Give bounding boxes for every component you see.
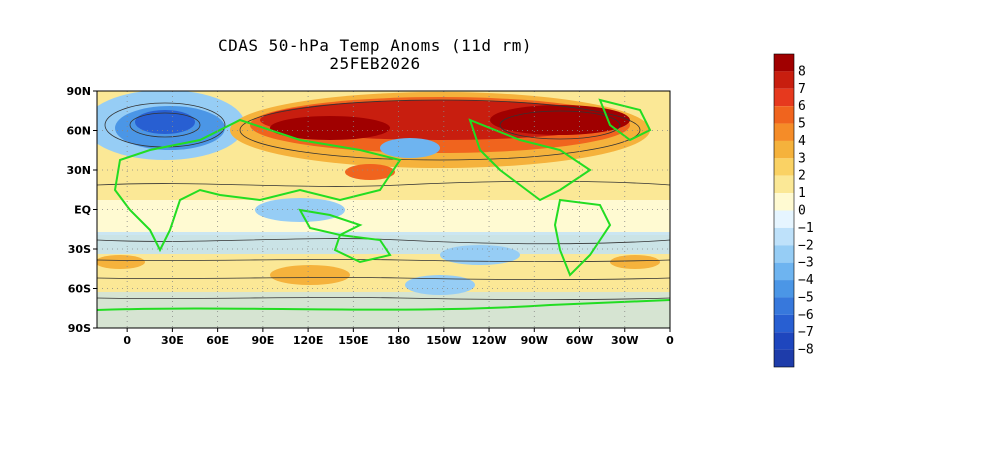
lon-label: 180 — [387, 334, 410, 347]
field-south-cool-2 — [405, 275, 475, 295]
colorbar-label: −8 — [798, 343, 814, 358]
contour-line — [129, 112, 201, 138]
colorbar-swatch — [774, 123, 794, 141]
colorbar-swatch — [774, 349, 794, 367]
lon-label: 60E — [206, 334, 229, 347]
field-warm-max-west — [270, 116, 390, 140]
lat-label: 30S — [68, 243, 91, 256]
coast-maritime — [298, 208, 363, 237]
colorbar-swatch — [774, 106, 794, 124]
lat-label: 60N — [66, 125, 91, 138]
colorbar-swatch — [774, 140, 794, 159]
colorbar-swatch — [774, 54, 794, 72]
field-polar-blue-min — [135, 110, 195, 134]
field-south-warm-3 — [610, 255, 660, 269]
lon-labels: 0 30E 60E 90E 120E 150E 180 150W 120W 90W 60W 30W 0 — [123, 328, 674, 347]
lon-label: 90E — [251, 334, 274, 347]
coast-eurasia-africa — [113, 118, 402, 253]
chart-date: 25FEB2026 — [329, 54, 421, 73]
colorbar-label: 2 — [798, 169, 806, 184]
field-subtrop-warm — [345, 164, 395, 180]
coast-s-america — [553, 198, 612, 277]
lat-label: 90S — [68, 322, 91, 335]
colorbar-swatch — [774, 314, 794, 333]
colorbar-swatch — [774, 262, 794, 281]
colorbar-swatch — [774, 227, 794, 246]
lon-label: 30W — [611, 334, 638, 347]
colorbar-frame — [773, 53, 795, 368]
colorbar-boxes — [773, 53, 795, 368]
contour-line — [97, 238, 670, 245]
colorbar-swatch — [774, 245, 794, 263]
field-south-band — [97, 232, 670, 254]
field-tropics — [97, 200, 670, 235]
contour-line — [97, 277, 670, 280]
chart-title: CDAS 50-hPa Temp Anoms (11d rm) — [217, 36, 533, 55]
lon-label: 120E — [293, 334, 323, 347]
colorbar-label: −5 — [798, 290, 814, 305]
lat-label: 30N — [66, 164, 91, 177]
contour-line — [97, 297, 670, 300]
lon-label: 150W — [426, 334, 461, 347]
coastlines — [97, 98, 670, 311]
lon-label: 150E — [338, 334, 368, 347]
colorbar-swatch — [774, 297, 794, 315]
colorbar-label: 4 — [798, 134, 806, 149]
colorbar-swatch — [774, 175, 794, 194]
colorbar-label: −7 — [798, 325, 814, 340]
coast-australia — [333, 233, 392, 264]
lat-label: EQ — [74, 204, 91, 217]
colorbar-label: −3 — [798, 256, 814, 271]
field-south-warm-1 — [270, 265, 350, 285]
colorbar-label: −1 — [798, 221, 814, 236]
lon-label: 0 — [666, 334, 674, 347]
colorbar-swatch — [774, 193, 794, 211]
contour-line — [499, 110, 621, 140]
lon-label: 120W — [471, 334, 506, 347]
colorbar-label: −6 — [798, 308, 814, 323]
colorbar-labels: 8 7 6 5 4 3 2 1 0 −1 −2 −3 −4 −5 −6 −7 −8 — [798, 64, 814, 357]
contour-line — [97, 180, 670, 187]
lon-label: 60W — [566, 334, 593, 347]
lat-label: 90N — [66, 85, 91, 98]
colorbar-label: −2 — [798, 238, 814, 253]
colorbar-label: 5 — [798, 117, 806, 132]
coast-greenland — [598, 98, 652, 142]
field-south-warm-2 — [97, 255, 145, 269]
colorbar-swatch — [774, 332, 794, 350]
field-south-cool — [440, 245, 520, 265]
colorbar-label: 1 — [798, 186, 806, 201]
colorbar-label: 0 — [798, 204, 806, 219]
colorbar-label: 3 — [798, 151, 806, 166]
colorbar-swatch — [774, 71, 794, 89]
lon-label: 90W — [521, 334, 548, 347]
lon-label: 30E — [161, 334, 184, 347]
lat-labels: 90N 60N 30N EQ 30S 60S 90S — [66, 85, 97, 335]
colorbar-swatch — [774, 158, 794, 176]
colorbar-swatch — [774, 88, 794, 107]
colorbar-label: 7 — [798, 82, 806, 97]
contour-line — [239, 99, 641, 161]
contour-line — [97, 259, 670, 262]
contours — [97, 99, 670, 300]
field-warm-max-east — [490, 105, 630, 135]
lon-label: 0 — [123, 334, 131, 347]
colorbar-label: −4 — [798, 273, 814, 288]
coast-antarctica — [97, 299, 670, 311]
coast-n-america — [468, 118, 592, 202]
colorbar-swatch — [774, 210, 794, 228]
field-east-asia-cool — [380, 138, 440, 158]
colorbar-label: 6 — [798, 99, 806, 114]
lat-label: 60S — [68, 283, 91, 296]
colorbar-swatch — [774, 280, 794, 298]
colorbar-label: 8 — [798, 64, 806, 79]
